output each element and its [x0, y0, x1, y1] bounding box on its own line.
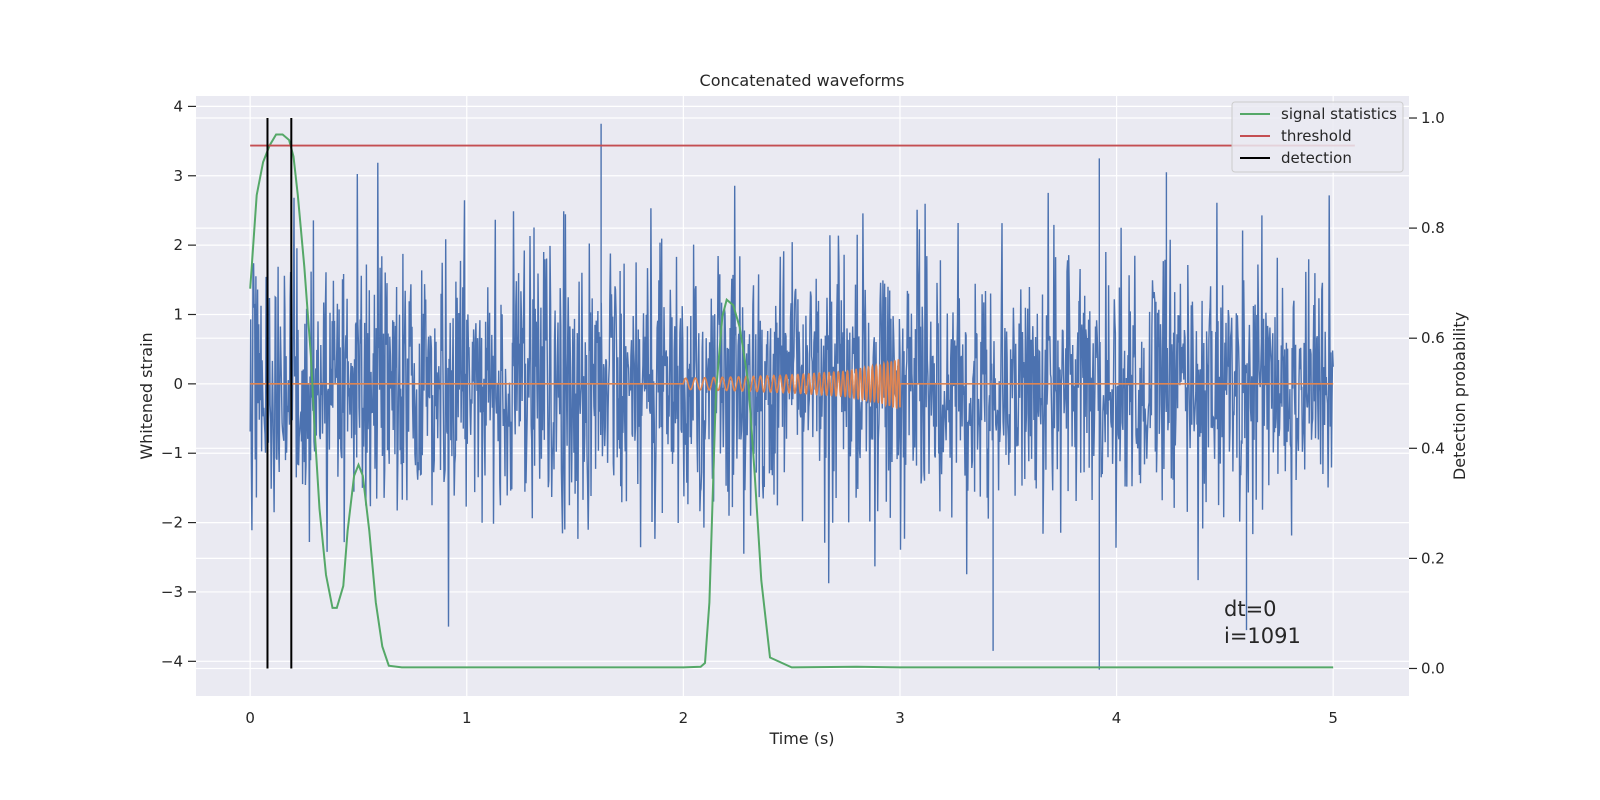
x-tick-label-1: 1 — [462, 709, 472, 727]
noise-series-line — [249, 123, 1334, 670]
x-tick-label-4: 4 — [1112, 709, 1122, 727]
y-tick-label-1: −3 — [161, 583, 183, 601]
annotation-i: i=1091 — [1224, 624, 1301, 648]
y2-tick-label-0: 0.0 — [1421, 659, 1445, 677]
legend: signal statistics threshold detection — [1231, 101, 1404, 173]
y2-tick-label-3: 0.6 — [1421, 329, 1445, 347]
legend-label-threshold: threshold — [1281, 127, 1352, 145]
waveform-series-line — [250, 359, 1334, 410]
y-axis-label: Whitened strain — [137, 332, 156, 459]
ticks: 0 1 2 3 4 5 −4 −3 −2 −1 0 1 2 3 4 0.0 0.2 0.4 0.6 0.8 1.0 — [161, 97, 1445, 727]
y2-tick-label-4: 0.8 — [1421, 219, 1445, 237]
y-tick-label-7: 3 — [173, 167, 183, 185]
y-tick-label-4: 0 — [173, 375, 183, 393]
chart-title: Concatenated waveforms — [700, 71, 905, 90]
y-tick-label-5: 1 — [173, 305, 183, 323]
x-tick-label-2: 2 — [679, 709, 689, 727]
legend-label-detection: detection — [1281, 149, 1352, 167]
x-tick-label-5: 5 — [1328, 709, 1338, 727]
annotation-dt: dt=0 — [1224, 597, 1277, 621]
plot-area — [249, 118, 1355, 670]
y2-axis-label: Detection probability — [1450, 312, 1469, 480]
x-tick-label-3: 3 — [895, 709, 905, 727]
y-tick-label-3: −1 — [161, 444, 183, 462]
y2-tick-label-5: 1.0 — [1421, 109, 1445, 127]
x-tick-label-0: 0 — [245, 709, 255, 727]
y-tick-label-0: −4 — [161, 652, 183, 670]
y2-tick-label-2: 0.4 — [1421, 439, 1445, 457]
y-tick-label-6: 2 — [173, 236, 183, 254]
x-axis-label: Time (s) — [768, 729, 834, 748]
signal-statistics-line — [249, 133, 1334, 669]
y-tick-label-8: 4 — [173, 97, 183, 115]
y-tick-label-2: −2 — [161, 514, 183, 532]
legend-label-signal-statistics: signal statistics — [1281, 105, 1397, 123]
y2-tick-label-1: 0.2 — [1421, 549, 1445, 567]
legend-box — [1231, 101, 1404, 173]
